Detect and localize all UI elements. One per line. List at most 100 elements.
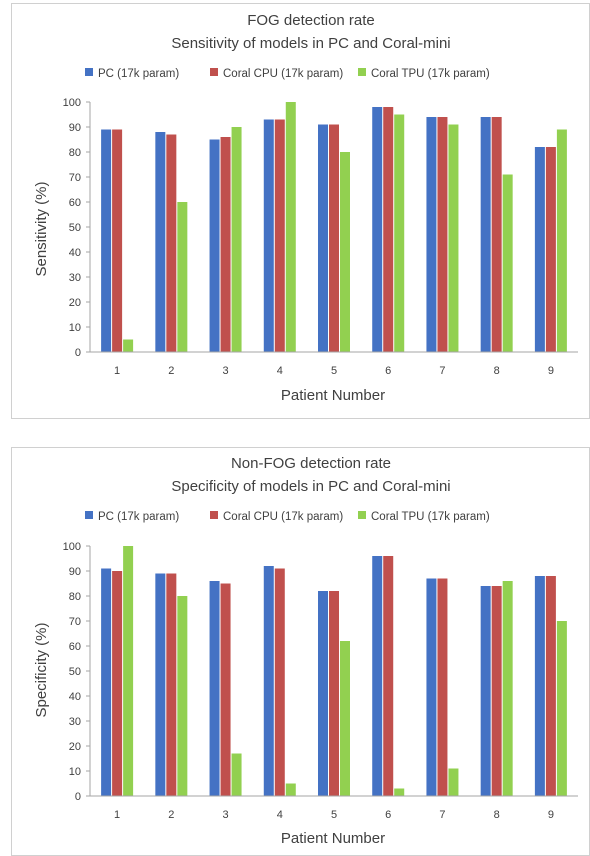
- y-axis-label: Specificity (%): [33, 622, 50, 717]
- x-tick-label: 5: [331, 365, 337, 377]
- bar: [318, 124, 328, 352]
- y-tick-label: 70: [69, 172, 81, 184]
- bar: [437, 117, 448, 352]
- bar: [123, 339, 134, 352]
- bar: [545, 147, 556, 352]
- y-tick-label: 30: [69, 272, 81, 284]
- y-tick-label: 50: [69, 666, 81, 678]
- bar: [231, 753, 242, 796]
- legend-swatch: [358, 511, 366, 519]
- legend-label: Coral TPU (17k param): [371, 511, 490, 523]
- chart-subtitle: Specificity of models in PC and Coral-mi…: [171, 478, 450, 495]
- x-tick-label: 9: [548, 809, 554, 821]
- bar: [101, 129, 112, 352]
- y-tick-label: 10: [69, 766, 81, 778]
- legend-item: Coral CPU (17k param): [210, 511, 343, 523]
- x-tick-label: 1: [114, 809, 120, 821]
- bar: [263, 119, 274, 352]
- bar: [534, 576, 545, 796]
- y-tick-label: 50: [69, 222, 81, 234]
- y-tick-label: 100: [63, 541, 81, 553]
- bar: [372, 556, 383, 796]
- bar: [209, 139, 220, 352]
- y-tick-label: 30: [69, 716, 81, 728]
- legend-item: Coral CPU (17k param): [210, 68, 343, 80]
- bar: [155, 132, 166, 352]
- y-tick-label: 20: [69, 297, 81, 309]
- x-tick-label: 6: [385, 809, 391, 821]
- legend-item: Coral TPU (17k param): [358, 68, 490, 80]
- x-tick-label: 2: [168, 809, 174, 821]
- bar: [556, 129, 567, 352]
- bar: [231, 127, 242, 352]
- legend-item: PC (17k param): [85, 511, 179, 523]
- bar: [123, 546, 134, 796]
- x-tick-label: 9: [548, 365, 554, 377]
- bar: [383, 556, 394, 796]
- bar: [155, 573, 166, 796]
- y-tick-label: 90: [69, 566, 81, 578]
- bar: [340, 152, 350, 352]
- x-tick-label: 6: [385, 365, 391, 377]
- bar: [480, 586, 491, 796]
- bar: [534, 147, 545, 352]
- x-axis-label: Patient Number: [281, 387, 385, 404]
- legend-label: Coral CPU (17k param): [223, 511, 343, 523]
- bar: [177, 202, 188, 352]
- bar: [394, 788, 405, 796]
- y-tick-label: 70: [69, 616, 81, 628]
- plot-area: 0 10 20 30 40 50 60 70 80 90 100 1 2 3 4 5 6 7 8 9: [63, 97, 578, 377]
- y-tick-label: 10: [69, 322, 81, 334]
- bar: [394, 114, 405, 352]
- bar: [448, 768, 459, 796]
- x-tick-label: 4: [277, 365, 283, 377]
- specificity-chart-panel: Non-FOG detection rate Specificity of mo…: [11, 447, 590, 856]
- bar: [372, 107, 383, 352]
- y-axis-label: Sensitivity (%): [33, 181, 50, 276]
- bar: [329, 124, 339, 352]
- legend-swatch: [85, 511, 93, 519]
- bar: [166, 573, 177, 796]
- legend-swatch: [210, 68, 218, 76]
- y-tick-label: 80: [69, 147, 81, 159]
- bar: [209, 581, 220, 796]
- y-tick-label: 0: [75, 791, 81, 803]
- y-tick-label: 0: [75, 347, 81, 359]
- y-tick-label: 20: [69, 741, 81, 753]
- plot-area: 0 10 20 30 40 50 60 70 80 90 100 1 2 3 4 5 6 7 8 9: [63, 541, 578, 821]
- y-tick-label: 100: [63, 97, 81, 109]
- bar: [491, 586, 502, 796]
- bar: [502, 581, 513, 796]
- x-tick-label: 3: [222, 809, 228, 821]
- bar: [285, 783, 296, 796]
- bar: [426, 117, 437, 352]
- x-tick-label: 4: [277, 809, 283, 821]
- y-tick-label: 80: [69, 591, 81, 603]
- bar: [426, 578, 437, 796]
- bar: [112, 129, 123, 352]
- bar: [318, 591, 328, 796]
- bar: [263, 566, 274, 796]
- bar: [383, 107, 394, 352]
- bar: [274, 568, 285, 796]
- y-tick-label: 40: [69, 247, 81, 259]
- legend-swatch: [210, 511, 218, 519]
- y-tick-label: 40: [69, 691, 81, 703]
- x-axis-label: Patient Number: [281, 830, 385, 847]
- bar: [177, 596, 188, 796]
- chart-title: FOG detection rate: [247, 12, 375, 29]
- legend-swatch: [358, 68, 366, 76]
- x-tick-label: 8: [494, 809, 500, 821]
- y-tick-label: 60: [69, 197, 81, 209]
- bar: [340, 641, 350, 796]
- legend-item: Coral TPU (17k param): [358, 511, 490, 523]
- legend-label: Coral TPU (17k param): [371, 68, 490, 80]
- bar: [437, 578, 448, 796]
- bar: [329, 591, 339, 796]
- specificity-bar-chart: Non-FOG detection rate Specificity of mo…: [33, 455, 578, 847]
- bar: [285, 102, 296, 352]
- legend-label: PC (17k param): [98, 68, 179, 80]
- legend-label: Coral CPU (17k param): [223, 68, 343, 80]
- y-tick-label: 60: [69, 641, 81, 653]
- legend-item: PC (17k param): [85, 68, 179, 80]
